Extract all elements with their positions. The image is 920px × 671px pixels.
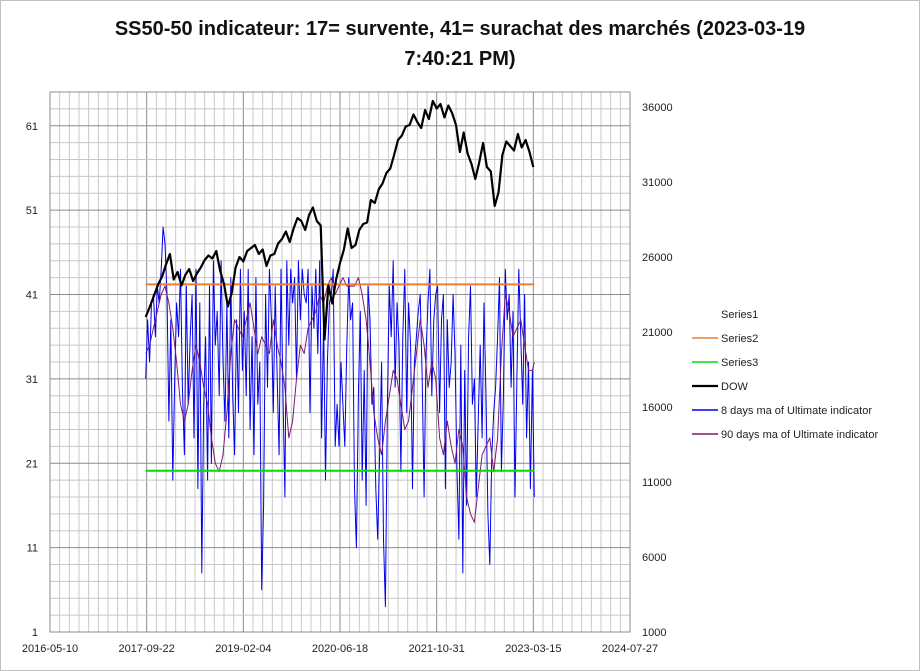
right-axis-tick-labels: 1000 6000 11000 16000 21000 26000 31000 36000 (642, 102, 673, 639)
right-tick-label: 1000 (642, 627, 666, 639)
left-tick-label: 1 (32, 627, 38, 639)
x-tick-label: 2019-02-04 (215, 643, 271, 655)
legend-label: DOW (721, 381, 749, 393)
right-tick-label: 26000 (642, 252, 673, 264)
x-tick-label: 2021-10-31 (409, 643, 465, 655)
x-tick-label: 2020-06-18 (312, 643, 368, 655)
x-tick-label: 2023-03-15 (505, 643, 561, 655)
right-tick-label: 36000 (642, 102, 673, 114)
legend: Series1 Series2 Series3 DOW 8 days ma of Ult… (692, 309, 878, 441)
right-tick-label: 6000 (642, 552, 666, 564)
legend-label: 8 days ma of Ultimate indicator (721, 405, 872, 417)
series-lines (144, 99, 535, 608)
left-tick-label: 11 (27, 543, 38, 555)
legend-label: Series3 (721, 357, 758, 369)
right-tick-label: 31000 (642, 177, 673, 189)
x-tick-label: 2024-07-27 (602, 643, 658, 655)
legend-label: Series2 (721, 333, 758, 345)
x-axis-tick-labels: 2016-05-10 2017-09-22 2019-02-04 2020-06-18… (22, 643, 658, 655)
left-tick-label: 21 (26, 458, 38, 470)
series-line-dow (144, 99, 535, 341)
legend-label: Series1 (721, 309, 758, 321)
x-tick-label: 2016-05-10 (22, 643, 78, 655)
left-tick-label: 51 (26, 205, 38, 217)
left-tick-label: 61 (26, 121, 38, 133)
left-tick-label: 41 (26, 290, 38, 302)
right-tick-label: 21000 (642, 327, 673, 339)
series-line-8-days-ma-of-ultimate-indicator (145, 226, 535, 608)
right-tick-label: 11000 (642, 477, 672, 489)
right-tick-label: 16000 (642, 402, 673, 414)
series-line-90-days-ma-of-ultimate-indicator (145, 277, 535, 523)
chart-title-line1: SS50-50 indicateur: 17= survente, 41= su… (114, 18, 806, 40)
legend-label: 90 days ma of Ultimate indicator (721, 429, 878, 441)
left-tick-label: 31 (26, 374, 38, 386)
chart-title: SS50-50 indicateur: 17= survente, 41= su… (0, 14, 920, 74)
plot-area-border (49, 91, 631, 633)
x-tick-label: 2017-09-22 (119, 643, 175, 655)
grid-lines (49, 91, 631, 633)
chart-title-line2: 7:40:21 PM) (404, 48, 516, 70)
